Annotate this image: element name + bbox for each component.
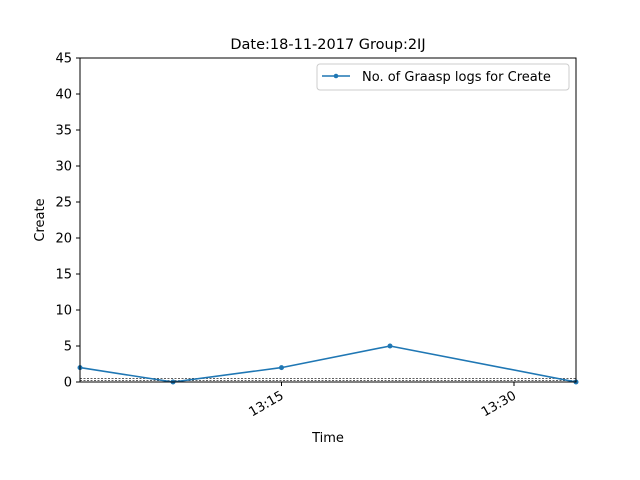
plot-frame [79,57,577,383]
y-tick-label: 0 [64,376,72,391]
y-tick-label: 25 [55,196,72,211]
x-tick-label: 13:15 [247,388,287,420]
data-point [279,365,284,371]
chart-title: Date:18-11-2017 Group:2IJ [230,37,425,53]
legend-box [316,63,570,91]
series-layer [77,343,579,385]
y-tick-label: 10 [55,304,72,319]
y-tick-label: 40 [55,88,72,103]
x-axis-label: Time [311,431,344,446]
y-tick-label: 35 [55,124,72,139]
legend: No. of Graasp logs for Create [316,63,570,91]
y-axis: 0 5 10 15 20 25 30 35 40 45 [55,52,80,391]
series-line [79,345,577,383]
legend-label: No. of Graasp logs for Create [362,70,551,85]
y-tick-label: 45 [55,52,72,67]
y-tick-label: 30 [55,160,72,175]
legend-marker-swatch [333,73,339,79]
reference-lines [80,378,576,381]
y-axis-label: Create [33,198,48,241]
y-tick-label: 15 [55,268,72,283]
y-tick-label: 20 [55,232,72,247]
data-point [387,343,393,349]
x-tick-label: 13:30 [479,388,519,420]
x-axis: 13:15 13:30 [247,382,519,420]
y-tick-label: 5 [64,340,72,355]
